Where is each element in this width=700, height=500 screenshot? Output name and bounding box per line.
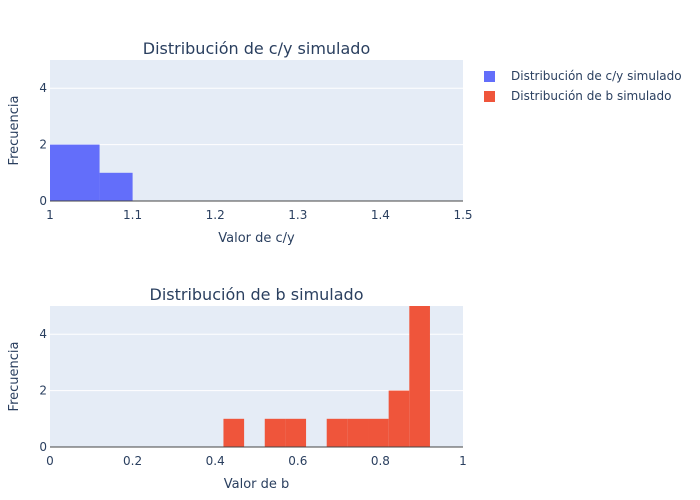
x-axis-label: Valor de c/y [218, 231, 295, 246]
bar [50, 144, 100, 201]
legend-item-b[interactable]: Distribución de b simulado [484, 86, 682, 106]
x-tick-label: 1.3 [288, 208, 307, 222]
y-tick-label: 0 [39, 194, 47, 208]
x-tick-label: 0.6 [288, 454, 307, 468]
subplot-1: 0 2 4 1 1.1 1.2 1.3 1.4 1.5 Distribución de c/y s… [7, 39, 473, 246]
y-axis-label: Frecuencia [7, 342, 22, 412]
x-tick-label: 1.5 [453, 208, 472, 222]
bar [388, 390, 410, 447]
y-tick-label: 4 [39, 81, 47, 95]
y-tick-label: 2 [39, 384, 47, 398]
x-tick-label: 1.2 [206, 208, 225, 222]
y-axis-label: Frecuencia [7, 96, 22, 166]
y-tick-label: 4 [39, 327, 47, 341]
subplot-2: 0 2 4 0 0.2 0.4 0.6 0.8 1 Distribución de b simul… [7, 285, 467, 492]
legend-item-cy[interactable]: Distribución de c/y simulado [484, 66, 682, 86]
x-tick-label: 0 [46, 454, 54, 468]
x-axis-label: Valor de b [224, 477, 290, 492]
legend-swatch-cy [484, 70, 495, 82]
legend-label-b: Distribución de b simulado [511, 89, 672, 103]
x-tick-label: 1.4 [371, 208, 390, 222]
legend-label-cy: Distribución de c/y simulado [511, 69, 682, 83]
x-tick-label: 1 [46, 208, 54, 222]
bar [285, 418, 307, 447]
subplot-title: Distribución de b simulado [150, 285, 364, 304]
y-tick-label: 2 [39, 138, 47, 152]
bar [223, 418, 245, 447]
x-tick-label: 0.2 [123, 454, 142, 468]
bar [409, 306, 430, 447]
x-tick-label: 0.8 [371, 454, 390, 468]
x-tick-label: 1.1 [123, 208, 142, 222]
bar [99, 172, 133, 201]
x-tick-label: 1 [459, 454, 467, 468]
bar [347, 418, 369, 447]
y-tick-label: 0 [39, 440, 47, 454]
bar [264, 418, 286, 447]
subplot-title: Distribución de c/y simulado [143, 39, 370, 58]
legend: Distribución de c/y simulado Distribució… [484, 66, 682, 106]
legend-swatch-b [484, 90, 495, 102]
bar [368, 418, 389, 447]
x-tick-label: 0.4 [206, 454, 225, 468]
bar [326, 418, 348, 447]
